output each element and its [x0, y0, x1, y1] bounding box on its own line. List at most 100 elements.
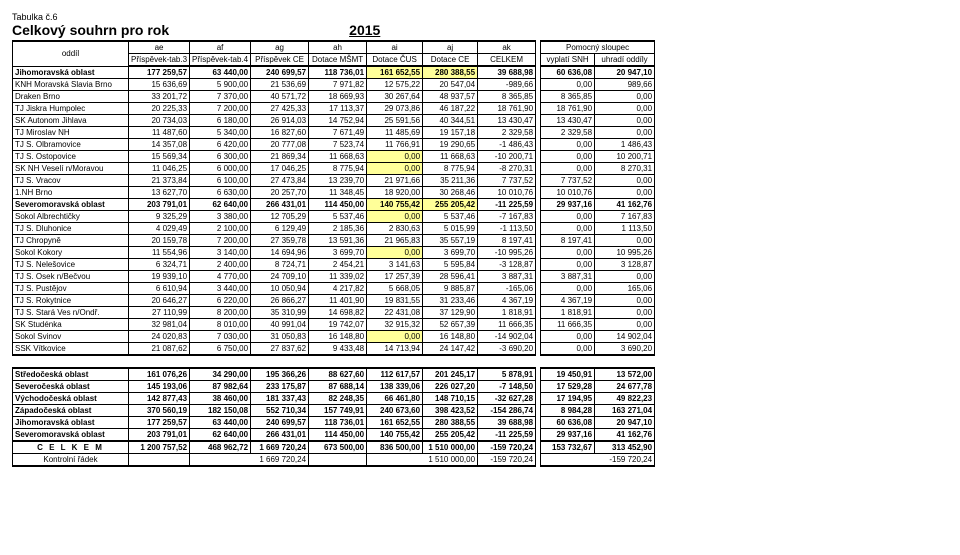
cell: 195 366,26 — [251, 368, 309, 381]
aux-table: Pomocný sloupec vyplatí SNH uhradí oddíl… — [540, 40, 655, 467]
cell: 41 162,76 — [595, 199, 655, 211]
cell: -11 225,59 — [478, 429, 536, 442]
cell: 161 076,26 — [129, 368, 190, 381]
cell: 153 732,67 — [541, 441, 595, 454]
col-ai: ai — [367, 41, 423, 54]
total-body: C E L K E M1 200 757,52468 962,721 669 7… — [13, 441, 536, 466]
table-row: 0,008 270,31 — [541, 163, 655, 175]
cell: 138 339,06 — [367, 381, 423, 393]
col-ak: ak — [478, 41, 536, 54]
cell: 2 185,36 — [309, 223, 367, 235]
year: 2015 — [349, 22, 380, 38]
cell: 3 887,31 — [478, 271, 536, 283]
cell: 87 688,14 — [309, 381, 367, 393]
cell: 1 510 000,00 — [367, 454, 478, 467]
aux-region-body: 19 450,9113 572,0017 529,2824 677,7817 1… — [541, 368, 655, 441]
cell: 118 736,01 — [309, 66, 367, 79]
col-ak-2: CELKEM — [478, 54, 536, 67]
cell: 31 233,46 — [423, 295, 478, 307]
table-row: Kontrolní řádek1 669 720,241 510 000,00-… — [13, 454, 536, 467]
cell: 11 401,90 — [309, 295, 367, 307]
cell: 6 220,00 — [190, 295, 251, 307]
cell: 14 694,96 — [251, 247, 309, 259]
cell: TJ S. Osek n/Bečvou — [13, 271, 129, 283]
cell: 552 710,34 — [251, 405, 309, 417]
cell: 3 699,70 — [309, 247, 367, 259]
cell: 161 652,55 — [367, 66, 423, 79]
cell: 7 167,83 — [595, 211, 655, 223]
cell: 203 791,01 — [129, 199, 190, 211]
cell: 0,00 — [595, 235, 655, 247]
cell: 20 777,08 — [251, 139, 309, 151]
cell: 0,00 — [541, 283, 595, 295]
cell: 6 000,00 — [190, 163, 251, 175]
table-row: 10 010,760,00 — [541, 187, 655, 199]
cell: 3 887,31 — [541, 271, 595, 283]
cell: 18 761,90 — [541, 103, 595, 115]
cell: 16 148,80 — [309, 331, 367, 343]
cell: 33 201,72 — [129, 91, 190, 103]
cell: 14 902,04 — [595, 331, 655, 343]
cell: 6 750,00 — [190, 343, 251, 356]
cell: Sokol Svinov — [13, 331, 129, 343]
cell: 161 652,55 — [367, 417, 423, 429]
cell: 2 400,00 — [190, 259, 251, 271]
table-row: 29 937,1641 162,76 — [541, 199, 655, 211]
cell: -159 720,24 — [541, 454, 655, 467]
cell: 8 197,41 — [541, 235, 595, 247]
cell: Sokol Kokory — [13, 247, 129, 259]
cell: 22 431,08 — [367, 307, 423, 319]
cell: 20 257,70 — [251, 187, 309, 199]
table-row: 60 636,0820 947,10 — [541, 66, 655, 79]
cell: 27 110,99 — [129, 307, 190, 319]
cell: 20 225,33 — [129, 103, 190, 115]
cell: -159 720,24 — [478, 454, 536, 467]
cell: 27 837,62 — [251, 343, 309, 356]
cell: 3 380,00 — [190, 211, 251, 223]
cell: 60 636,08 — [541, 417, 595, 429]
cell: 5 878,91 — [478, 368, 536, 381]
table-row: 11 666,350,00 — [541, 319, 655, 331]
cell: -10 995,26 — [478, 247, 536, 259]
cell: 255 205,42 — [423, 199, 478, 211]
table-row: 0,0010 995,26 — [541, 247, 655, 259]
table-number: Tabulka č.6 — [12, 12, 948, 22]
table-row: 17 194,9549 822,23 — [541, 393, 655, 405]
cell: 6 180,00 — [190, 115, 251, 127]
cell: 25 591,56 — [367, 115, 423, 127]
cell: 14 357,08 — [129, 139, 190, 151]
table-row: KNH Moravská Slavia Brno15 636,695 900,0… — [13, 79, 536, 91]
table-row: 3 887,310,00 — [541, 271, 655, 283]
col-oddil: oddíl — [13, 41, 129, 66]
cell: 142 877,43 — [129, 393, 190, 405]
cell: 145 193,06 — [129, 381, 190, 393]
cell: 20 947,10 — [595, 66, 655, 79]
table-row: Sokol Svinov24 020,837 030,0031 050,8316… — [13, 331, 536, 343]
cell: 10 010,76 — [541, 187, 595, 199]
cell: 140 755,42 — [367, 199, 423, 211]
cell: 87 982,64 — [190, 381, 251, 393]
cell: 370 560,19 — [129, 405, 190, 417]
cell: 11 668,63 — [423, 151, 478, 163]
cell: 1 818,91 — [541, 307, 595, 319]
cell: 11 046,25 — [129, 163, 190, 175]
cell: 35 310,99 — [251, 307, 309, 319]
cell: 30 267,64 — [367, 91, 423, 103]
table-row: Sokol Kokory11 554,963 140,0014 694,963 … — [13, 247, 536, 259]
table-row: 0,0010 200,71 — [541, 151, 655, 163]
cell: 15 636,69 — [129, 79, 190, 91]
cell: 82 248,35 — [309, 393, 367, 405]
cell: 49 822,23 — [595, 393, 655, 405]
cell: 7 737,52 — [541, 175, 595, 187]
cell: 0,00 — [367, 151, 423, 163]
table-row: 1.NH Brno13 627,706 630,0020 257,7011 34… — [13, 187, 536, 199]
cell: TJ Jiskra Humpolec — [13, 103, 129, 115]
cell: Kontrolní řádek — [13, 454, 129, 467]
cell: 11 668,63 — [309, 151, 367, 163]
cell: 0,00 — [541, 259, 595, 271]
cell: 8 010,00 — [190, 319, 251, 331]
cell: 7 200,00 — [190, 103, 251, 115]
cell: 177 259,57 — [129, 66, 190, 79]
cell: 11 554,96 — [129, 247, 190, 259]
table-row: 0,0014 902,04 — [541, 331, 655, 343]
